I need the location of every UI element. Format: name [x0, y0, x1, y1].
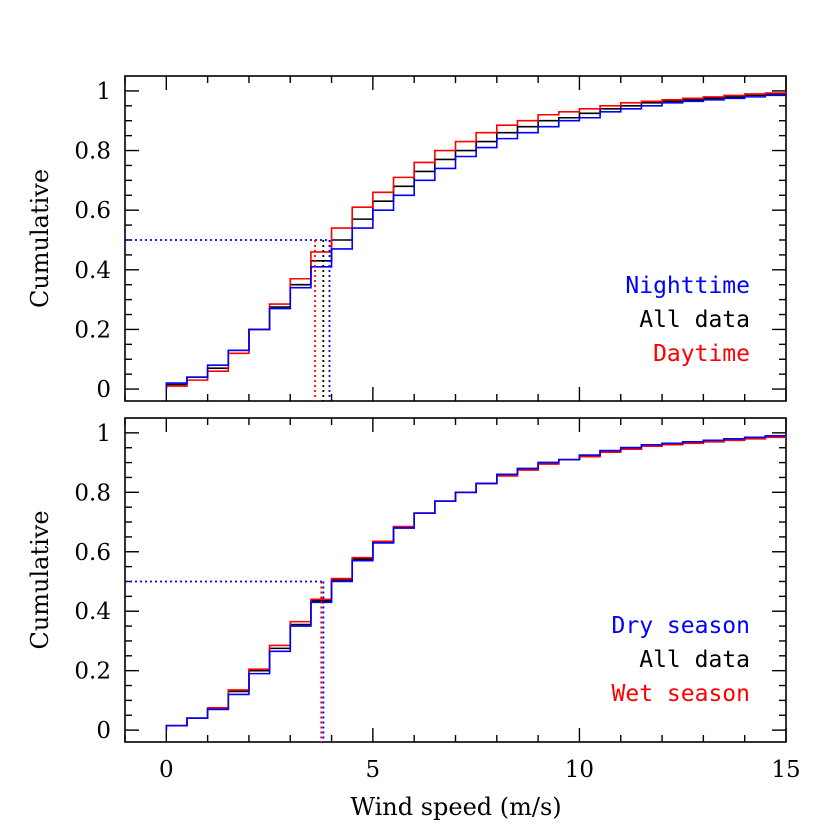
top-y-tick-label: 0: [96, 377, 111, 403]
bottom-series-dry-season: [165, 435, 786, 731]
top-y-tick-label: 0.6: [74, 198, 111, 224]
bottom-legend-dry-season: Dry season: [612, 613, 750, 639]
x-axis-title: Wind speed (m/s): [350, 793, 561, 821]
top-panel: 0 0.2 0.4 0.6 0.8 1 Cumulative Nighttime All dat…: [26, 75, 787, 403]
bottom-x-tick-label: 0: [159, 757, 174, 783]
bottom-x-tick-label: 10: [565, 757, 594, 783]
bottom-y-tick-label: 0.2: [74, 659, 111, 685]
bottom-plot-area: [125, 435, 786, 742]
bottom-y-axis-title: Cumulative: [26, 510, 54, 649]
top-legend-nighttime: Nighttime: [625, 273, 750, 299]
bottom-legend-wet-season: Wet season: [612, 681, 750, 707]
top-y-tick-label: 0.8: [74, 139, 111, 165]
bottom-legend-all-data: All data: [639, 647, 750, 673]
bottom-x-tick-label: 15: [771, 757, 800, 783]
bottom-y-tick-label: 0.6: [74, 540, 111, 566]
top-legend-all-data: All data: [639, 307, 750, 333]
bottom-y-tick-label: 0.4: [74, 599, 111, 625]
bottom-y-tick-label: 0: [96, 718, 111, 744]
top-y-axis-title: Cumulative: [26, 169, 54, 308]
top-y-tick-label: 0.4: [74, 258, 111, 284]
bottom-x-tick-label: 5: [366, 757, 381, 783]
top-y-tick-label: 1: [96, 79, 111, 105]
top-series-nighttime: [165, 94, 786, 390]
bottom-y-tick-label: 0.8: [74, 480, 111, 506]
bottom-y-tick-label: 1: [96, 421, 111, 447]
top-plot-area: [125, 92, 786, 401]
top-y-tick-label: 0.2: [74, 317, 111, 343]
top-legend-daytime: Daytime: [653, 341, 750, 367]
